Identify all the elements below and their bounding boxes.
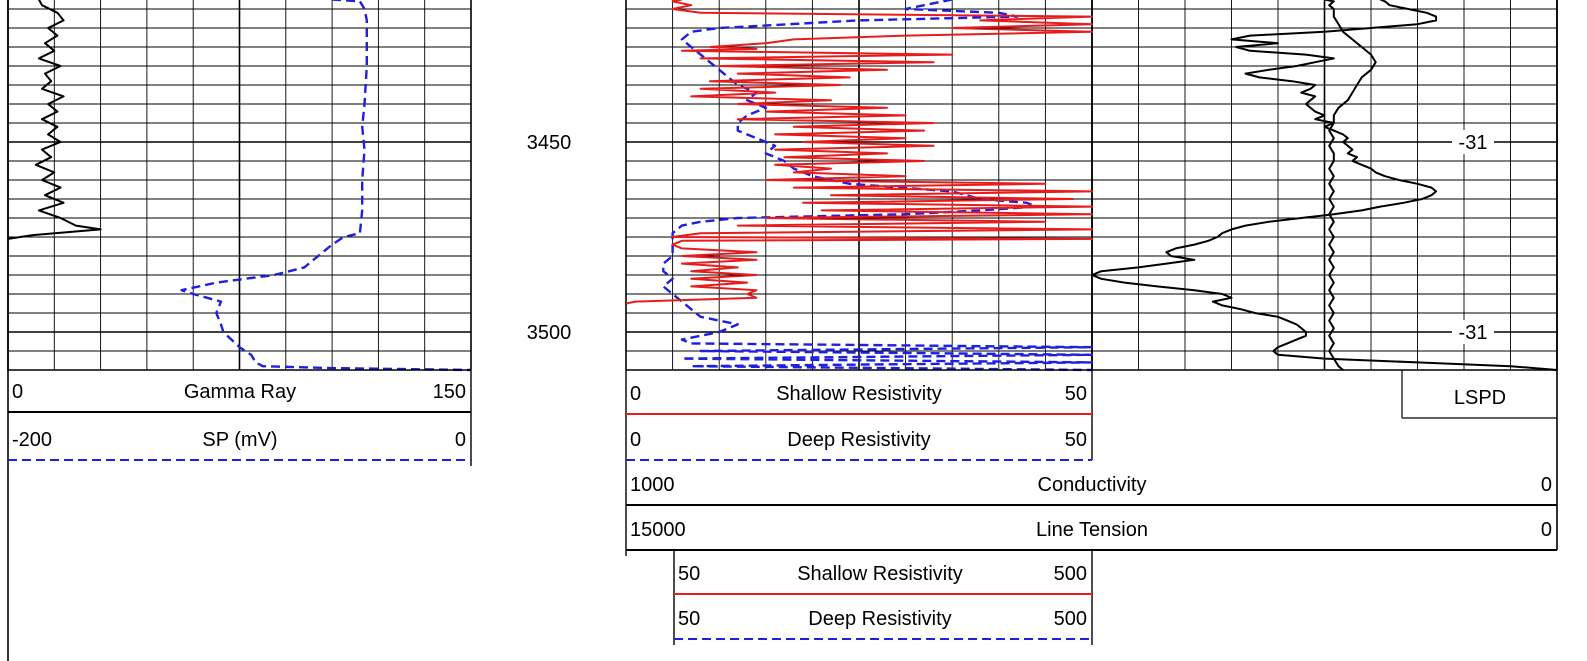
track1-grid bbox=[7, 0, 472, 371]
scale-max-label: 500 bbox=[1054, 608, 1087, 630]
depth-axis: 3450 3500 bbox=[527, 132, 572, 344]
scale-max-label: 0 bbox=[455, 429, 466, 451]
scale-max-label: 150 bbox=[433, 381, 466, 403]
curve-layer bbox=[7, 0, 1558, 372]
track3-annotations: -31 -31 bbox=[1452, 130, 1494, 344]
scale-max-label: 50 bbox=[1065, 383, 1087, 405]
track3-lspd-curve bbox=[1324, 0, 1377, 371]
track3-lspd-secondary-curve bbox=[1091, 0, 1558, 371]
scale-min-label: 0 bbox=[630, 383, 641, 405]
track1-sp-mv--curve bbox=[180, 0, 472, 372]
scale-min-label: 1000 bbox=[630, 474, 675, 496]
grid-layer bbox=[7, 0, 1558, 371]
track2-shallow-resistivity-curve bbox=[625, 0, 1093, 305]
depth-label: 3500 bbox=[527, 322, 572, 344]
curve-name-label: Shallow Resistivity bbox=[776, 383, 942, 405]
curve-name-label: Shallow Resistivity bbox=[797, 563, 963, 585]
curve-name-label: SP (mV) bbox=[202, 429, 277, 451]
lspd-label: LSPD bbox=[1454, 387, 1506, 409]
scale-max-label: 50 bbox=[1065, 429, 1087, 451]
curve-name-label: Gamma Ray bbox=[184, 381, 296, 403]
annotation-label: -31 bbox=[1459, 322, 1488, 344]
curve-name-label: Conductivity bbox=[1038, 474, 1147, 496]
track3-grid bbox=[1091, 0, 1558, 371]
scale-min-label: 0 bbox=[630, 429, 641, 451]
scale-max-label: 0 bbox=[1541, 474, 1552, 496]
scale-max-label: 0 bbox=[1541, 519, 1552, 541]
curve-name-label: Deep Resistivity bbox=[808, 608, 951, 630]
track1-gamma-ray-curve bbox=[7, 0, 102, 240]
scale-min-label: 15000 bbox=[630, 519, 686, 541]
annotation-label: -31 bbox=[1459, 132, 1488, 154]
scale-min-label: 50 bbox=[678, 563, 700, 585]
annotation-background bbox=[1452, 320, 1494, 344]
scale-max-label: 500 bbox=[1054, 563, 1087, 585]
curve-name-label: Deep Resistivity bbox=[787, 429, 930, 451]
log-header: 0 Gamma Ray 150 -200 SP (mV) 0 0 Shallow Resist… bbox=[7, 0, 1558, 661]
curve-name-label: Line Tension bbox=[1036, 519, 1148, 541]
scale-min-label: -200 bbox=[12, 429, 52, 451]
depth-label: 3450 bbox=[527, 132, 572, 154]
scale-min-label: 0 bbox=[12, 381, 23, 403]
annotation-background bbox=[1452, 130, 1494, 154]
scale-min-label: 50 bbox=[678, 608, 700, 630]
